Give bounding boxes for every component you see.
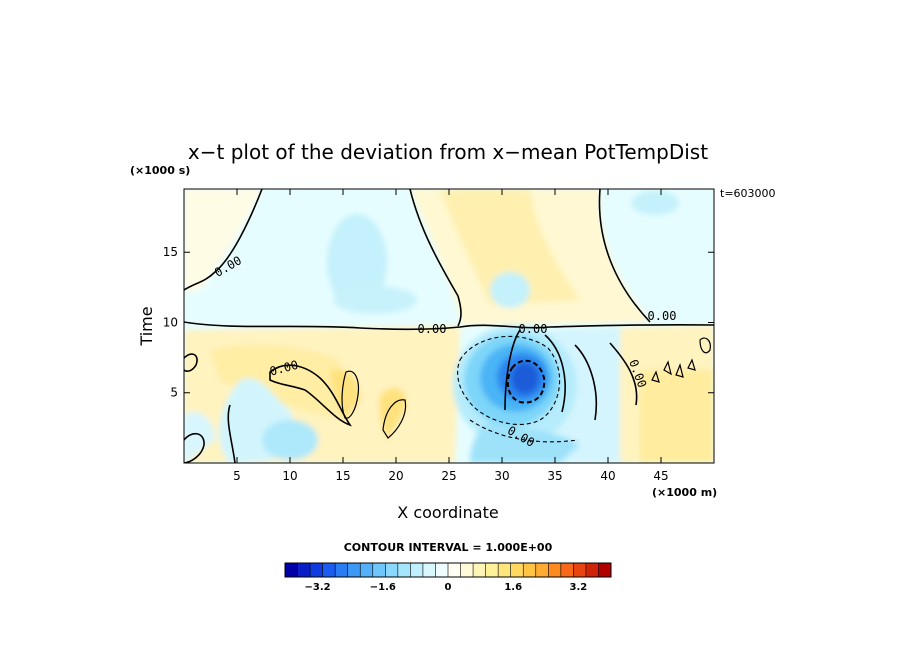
colorbar-swatch [360, 563, 374, 577]
contour-label: 0.00 [519, 322, 548, 336]
x-tick-label: 25 [441, 469, 456, 483]
colorbar-swatch [548, 563, 562, 577]
x-tick-label: 10 [282, 469, 297, 483]
colorbar-swatch [473, 563, 486, 577]
colorbar-tick-label: 3.2 [570, 582, 588, 593]
contour-label: 0.00 [418, 322, 447, 336]
colorbar-swatch [347, 563, 361, 577]
y-axis-label: Time [137, 306, 156, 346]
x-unit-label: (×1000 m) [652, 486, 717, 499]
colorbar [284, 562, 612, 578]
colorbar-frame [284, 562, 612, 578]
colorbar-swatch [397, 563, 411, 577]
x-tick-label: 35 [547, 469, 562, 483]
heatmap-field [184, 189, 714, 463]
y-axis: 5 10 15 [163, 245, 714, 400]
contour-interval: CONTOUR INTERVAL = 1.000E+00 [344, 541, 553, 554]
y-tick-label: 5 [170, 386, 178, 400]
y-tick-label: 15 [163, 245, 178, 259]
x-tick-label: 30 [494, 469, 509, 483]
colorbar-tick-label: −3.2 [305, 582, 331, 593]
chart-title: x−t plot of the deviation from x−mean Po… [188, 140, 708, 164]
colorbar-swatch [422, 563, 436, 577]
colorbar-swatch [372, 563, 386, 577]
colorbar-swatch [535, 563, 549, 577]
colorbar-swatch [322, 563, 336, 577]
x-axis: 5 10 15 20 25 30 35 40 45 [233, 189, 669, 483]
x-tick-label: 45 [653, 469, 668, 483]
colorbar-swatch [285, 563, 298, 577]
negative-contours [457, 335, 579, 443]
zero-contours [184, 189, 714, 463]
colorbar-swatch [435, 563, 449, 577]
colorbar-swatch [573, 563, 587, 577]
colorbar-tick-label: 0 [445, 582, 452, 593]
positive-contours [341, 337, 711, 439]
colorbar-swatch [560, 563, 574, 577]
colorbar-swatch [485, 563, 499, 577]
x-axis-label: X coordinate [397, 503, 498, 522]
colorbar-swatch [448, 563, 461, 577]
contour-label: 0.00 [648, 309, 677, 323]
colorbar-swatch [585, 563, 599, 577]
min-contour [506, 359, 546, 404]
colorbar-swatch [297, 563, 311, 577]
colorbar-swatch [310, 563, 323, 577]
colorbar-swatch [510, 563, 524, 577]
colorbar-tick-label: 1.6 [504, 582, 522, 593]
colorbar-swatch [598, 563, 612, 577]
colorbar-ticks: −3.2 −1.6 0 1.6 3.2 [305, 582, 588, 593]
colorbar-swatch [460, 563, 474, 577]
colorbar-swatch [385, 563, 399, 577]
x-tick-label: 40 [600, 469, 615, 483]
x-tick-label: 15 [335, 469, 350, 483]
colorbar-swatch [498, 563, 511, 577]
colorbar-swatch [410, 563, 424, 577]
x-tick-label: 20 [388, 469, 403, 483]
y-tick-label: 10 [163, 315, 178, 329]
colorbar-swatch [523, 563, 537, 577]
colorbar-swatch [335, 563, 348, 577]
time-stamp: t=603000 [720, 187, 776, 200]
colorbar-tick-label: −1.6 [370, 582, 396, 593]
x-tick-label: 5 [233, 469, 241, 483]
y-unit-label: (×1000 s) [130, 164, 190, 177]
